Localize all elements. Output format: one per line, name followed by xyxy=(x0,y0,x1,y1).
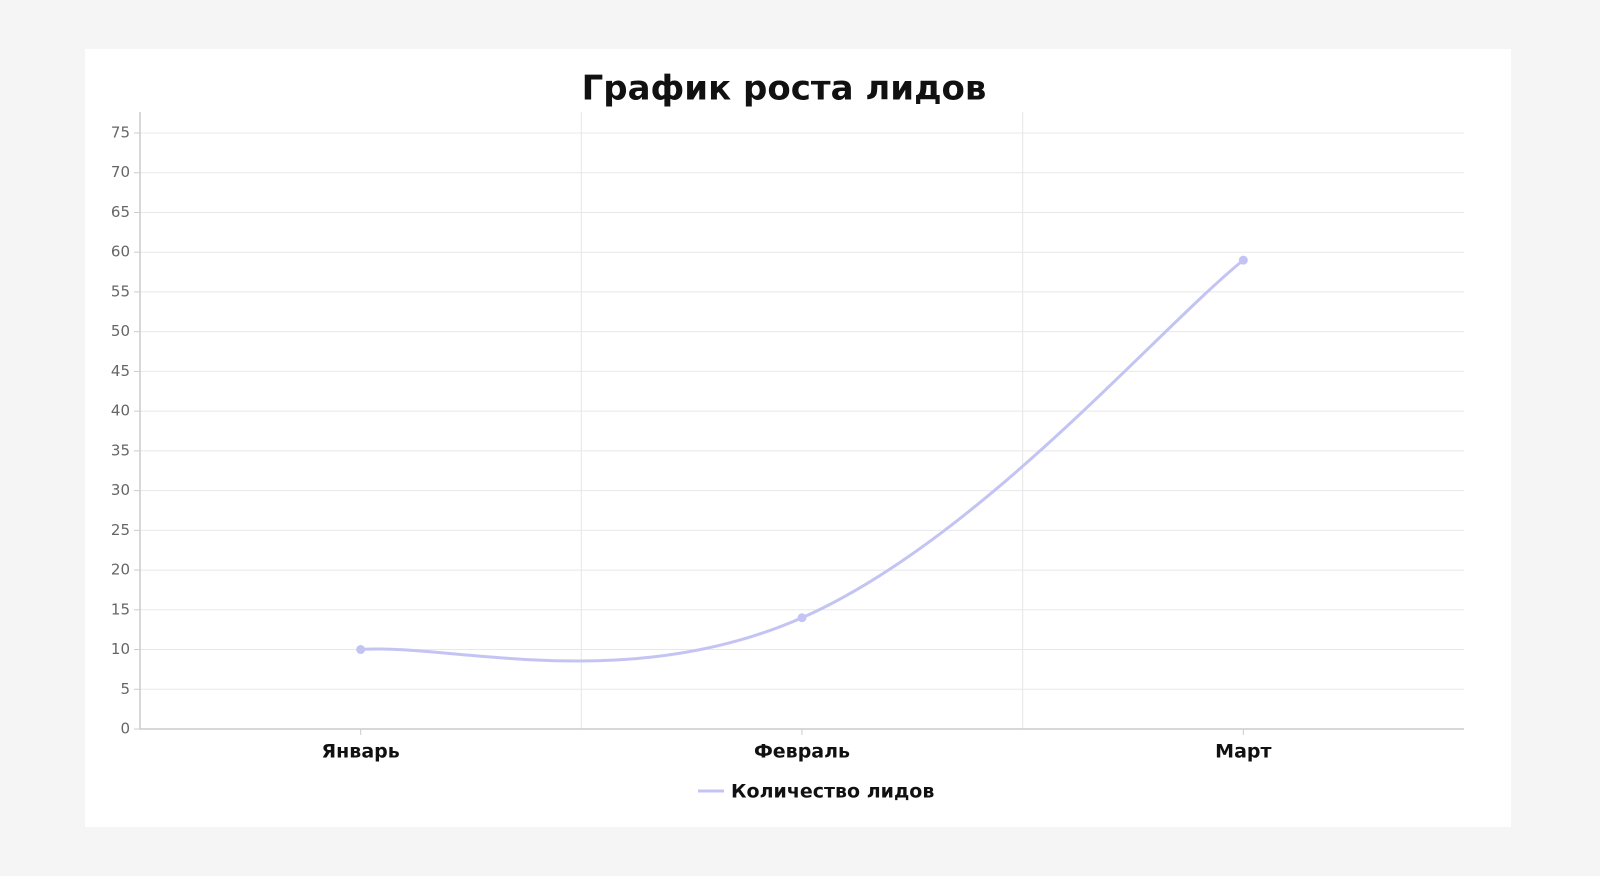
y-tick-label: 45 xyxy=(111,362,130,380)
y-tick-label: 10 xyxy=(111,640,130,658)
y-tick-label: 15 xyxy=(111,600,130,618)
y-tick-label: 55 xyxy=(111,282,130,300)
legend-label: Количество лидов xyxy=(731,781,934,803)
y-tick-label: 50 xyxy=(111,322,130,340)
point xyxy=(797,613,807,623)
chart-card xyxy=(85,49,1511,827)
line xyxy=(360,258,1245,663)
y-tick-label: 0 xyxy=(120,720,130,738)
point xyxy=(1238,255,1248,265)
x-tick-label: Февраль xyxy=(754,741,850,763)
y-tick-label: 25 xyxy=(111,521,130,539)
x-tick-label: Март xyxy=(1215,741,1271,763)
y-tick-label: 40 xyxy=(111,402,130,420)
y-tick-label: 35 xyxy=(111,441,130,459)
y-tick-label: 70 xyxy=(111,163,130,181)
y-tick-label: 60 xyxy=(111,243,130,261)
y-tick-label: 20 xyxy=(111,561,130,579)
y-tick-label: 5 xyxy=(120,680,130,698)
x-tick-label: Январь xyxy=(322,741,400,763)
point xyxy=(356,645,366,655)
chart-title: График роста лидов xyxy=(582,69,987,109)
y-tick-label: 30 xyxy=(111,481,130,499)
y-tick-label: 75 xyxy=(111,124,130,142)
y-tick-label: 65 xyxy=(111,203,130,221)
